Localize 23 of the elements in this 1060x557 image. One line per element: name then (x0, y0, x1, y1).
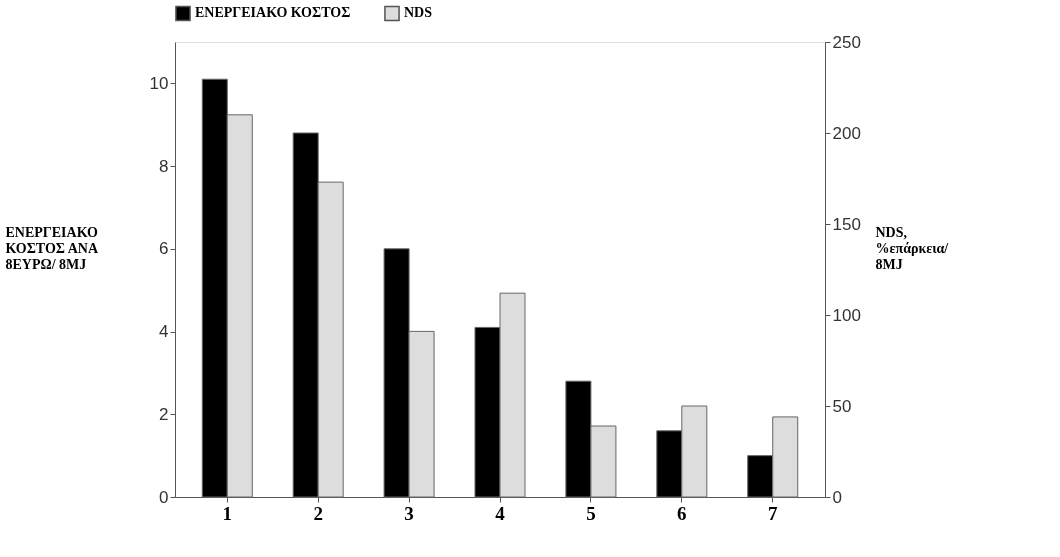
y-tick-label: 2 (159, 404, 169, 424)
y2-tick-label: 50 (832, 396, 852, 416)
x-tick-label: 7 (767, 502, 778, 524)
x-tick-label: 4 (495, 502, 506, 524)
y2-tick-label: 150 (832, 214, 861, 234)
y2-tick-label: 250 (832, 32, 861, 52)
y-tick-label: 4 (159, 322, 169, 342)
x-tick-label: 3 (404, 502, 414, 524)
y2-tick-label: 200 (832, 123, 861, 143)
y-tick-label: 8 (159, 156, 169, 176)
y-tick-label: 6 (159, 239, 169, 259)
y-axis-title: ΕΝΕΡΓΕΙΑΚΟ ΚΟΣΤΟΣ ΑΝΑ 8ΕΥΡΩ/ 8MJ (5, 224, 99, 272)
x-tick-label: 5 (586, 502, 596, 524)
x-tick-label: 6 (677, 502, 687, 524)
x-tick-label: 1 (222, 502, 233, 524)
y2-tick-label: 100 (832, 305, 861, 325)
x-tick-label: 2 (313, 502, 323, 524)
y-tick-label: 10 (149, 73, 169, 93)
y2-axis-title: NDS, %επάρκεια/ 8MJ (875, 224, 950, 272)
legend-label: NDS (404, 5, 433, 21)
y2-tick-label: 0 (832, 487, 842, 507)
y-tick-label: 0 (159, 487, 169, 507)
legend-label: ΕΝΕΡΓΕΙΑΚΟ ΚΟΣΤΟΣ (195, 5, 351, 21)
